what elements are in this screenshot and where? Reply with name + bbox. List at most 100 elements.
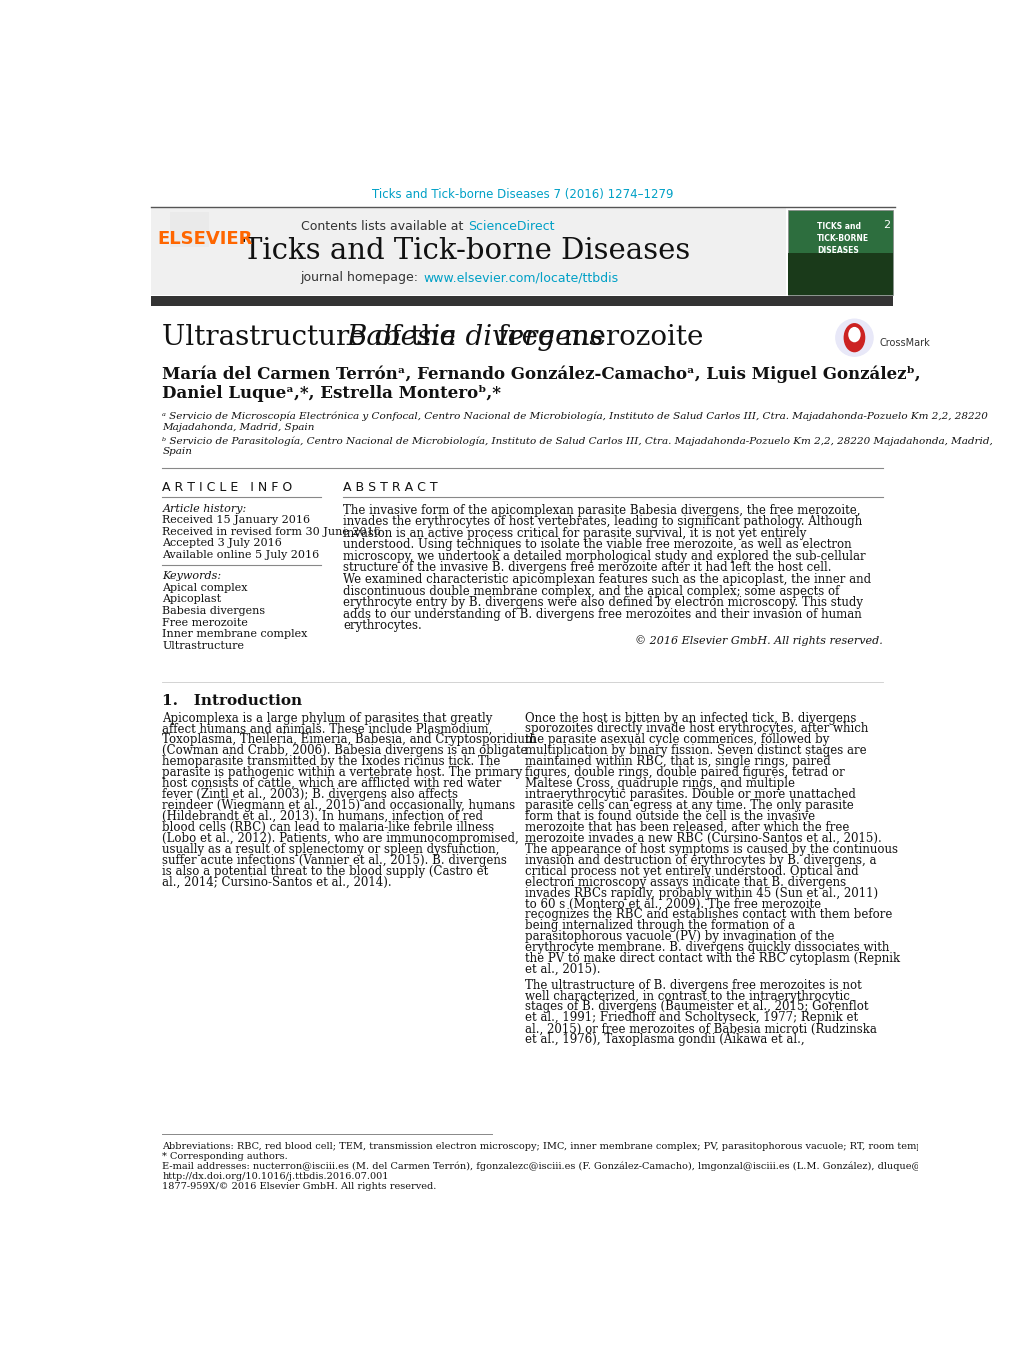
- Text: figures, double rings, double paired figures, tetrad or: figures, double rings, double paired fig…: [525, 766, 844, 780]
- Text: the PV to make direct contact with the RBC cytoplasm (Repnik: the PV to make direct contact with the R…: [525, 952, 900, 965]
- Text: www.elsevier.com/locate/ttbdis: www.elsevier.com/locate/ttbdis: [423, 272, 619, 284]
- Text: ᵃ Servicio de Microscopía Electrónica y Confocal, Centro Nacional de Microbiolog: ᵃ Servicio de Microscopía Electrónica y …: [162, 412, 987, 422]
- Text: The invasive form of the apicomplexan parasite Babesia divergens, the free meroz: The invasive form of the apicomplexan pa…: [342, 504, 860, 516]
- Text: Abbreviations: RBC, red blood cell; TEM, transmission electron microscopy; IMC, : Abbreviations: RBC, red blood cell; TEM,…: [162, 1142, 1019, 1151]
- Text: reindeer (Wiegmann et al., 2015) and occasionally, humans: reindeer (Wiegmann et al., 2015) and occ…: [162, 798, 515, 812]
- Text: merozoite that has been released, after which the free: merozoite that has been released, after …: [525, 821, 849, 834]
- Text: 2: 2: [882, 220, 890, 230]
- Text: invades RBCs rapidly, probably within 45 (Sun et al., 2011): invades RBCs rapidly, probably within 45…: [525, 886, 877, 900]
- Text: erythrocytes.: erythrocytes.: [342, 619, 421, 632]
- Text: Babesia divergens: Babesia divergens: [162, 607, 265, 616]
- Text: Article history:: Article history:: [162, 504, 247, 513]
- Text: journal homepage:: journal homepage:: [300, 272, 422, 284]
- Text: usually as a result of splenectomy or spleen dysfunction,: usually as a result of splenectomy or sp…: [162, 843, 499, 855]
- Text: Contents lists available at: Contents lists available at: [301, 219, 467, 232]
- Text: Free merozoite: Free merozoite: [162, 617, 248, 628]
- Text: adds to our understanding of B. divergens free merozoites and their invasion of : adds to our understanding of B. divergen…: [342, 608, 861, 620]
- Text: the parasite asexual cycle commences, followed by: the parasite asexual cycle commences, fo…: [525, 734, 828, 747]
- Text: http://dx.doi.org/10.1016/j.ttbdis.2016.07.001: http://dx.doi.org/10.1016/j.ttbdis.2016.…: [162, 1171, 388, 1181]
- Text: 1877-959X/© 2016 Elsevier GmbH. All rights reserved.: 1877-959X/© 2016 Elsevier GmbH. All righ…: [162, 1182, 436, 1190]
- Text: et al., 2015).: et al., 2015).: [525, 963, 600, 975]
- Text: © 2016 Elsevier GmbH. All rights reserved.: © 2016 Elsevier GmbH. All rights reserve…: [635, 635, 882, 646]
- Text: The ultrastructure of B. divergens free merozoites is not: The ultrastructure of B. divergens free …: [525, 978, 861, 992]
- Text: Keywords:: Keywords:: [162, 571, 221, 581]
- Circle shape: [835, 319, 872, 357]
- Text: intraerythrocytic parasites. Double or more unattached: intraerythrocytic parasites. Double or m…: [525, 788, 855, 801]
- Text: well characterized, in contrast to the intraerythrocytic: well characterized, in contrast to the i…: [525, 989, 849, 1002]
- Text: CrossMark: CrossMark: [878, 338, 929, 349]
- Text: parasite cells can egress at any time. The only parasite: parasite cells can egress at any time. T…: [525, 798, 853, 812]
- Text: form that is found outside the cell is the invasive: form that is found outside the cell is t…: [525, 811, 814, 823]
- Text: Once the host is bitten by an infected tick, B. divergens: Once the host is bitten by an infected t…: [525, 712, 856, 724]
- Text: Inner membrane complex: Inner membrane complex: [162, 630, 308, 639]
- Text: We examined characteristic apicomplexan features such as the apicoplast, the inn: We examined characteristic apicomplexan …: [342, 573, 870, 586]
- Text: Daniel Luqueᵃ,*, Estrella Monteroᵇ,*: Daniel Luqueᵃ,*, Estrella Monteroᵇ,*: [162, 385, 501, 403]
- Text: María del Carmen Terrónᵃ, Fernando González-Camachoᵃ, Luis Miguel Gonzálezᵇ,: María del Carmen Terrónᵃ, Fernando Gonzá…: [162, 365, 920, 382]
- Text: Spain: Spain: [162, 447, 192, 457]
- Text: to 60 s (Montero et al., 2009). The free merozoite: to 60 s (Montero et al., 2009). The free…: [525, 897, 820, 911]
- Text: A B S T R A C T: A B S T R A C T: [342, 481, 437, 493]
- Text: host consists of cattle, which are afflicted with red water: host consists of cattle, which are affli…: [162, 777, 501, 790]
- Text: (Hildebrandt et al., 2013). In humans, infection of red: (Hildebrandt et al., 2013). In humans, i…: [162, 811, 483, 823]
- Text: Apicoplast: Apicoplast: [162, 594, 221, 604]
- Text: (Lobo et al., 2012). Patients, who are immunocompromised,: (Lobo et al., 2012). Patients, who are i…: [162, 832, 519, 844]
- Text: stages of B. divergens (Baumeister et al., 2015; Gorenflot: stages of B. divergens (Baumeister et al…: [525, 1001, 868, 1013]
- Text: Majadahonda, Madrid, Spain: Majadahonda, Madrid, Spain: [162, 423, 315, 431]
- Text: Received 15 January 2016: Received 15 January 2016: [162, 515, 310, 526]
- Text: et al., 1976), Taxoplasma gondii (Aikawa et al.,: et al., 1976), Taxoplasma gondii (Aikawa…: [525, 1034, 804, 1046]
- Text: ᵇ Servicio de Parasitología, Centro Nacional de Microbiología, Instituto de Salu: ᵇ Servicio de Parasitología, Centro Naci…: [162, 436, 993, 446]
- Text: erythrocyte entry by B. divergens were also defined by electron microscopy. This: erythrocyte entry by B. divergens were a…: [342, 596, 862, 609]
- Text: free merozoite: free merozoite: [488, 324, 702, 351]
- Text: erythrocyte membrane. B. divergens quickly dissociates with: erythrocyte membrane. B. divergens quick…: [525, 942, 889, 954]
- Text: Ticks and Tick-borne Diseases: Ticks and Tick-borne Diseases: [244, 238, 690, 265]
- Text: Accepted 3 July 2016: Accepted 3 July 2016: [162, 538, 282, 549]
- Text: is also a potential threat to the blood supply (Castro et: is also a potential threat to the blood …: [162, 865, 488, 878]
- Text: ScienceDirect: ScienceDirect: [468, 219, 554, 232]
- Text: Received in revised form 30 June 2016: Received in revised form 30 June 2016: [162, 527, 381, 536]
- Text: invasion is an active process critical for parasite survival, it is not yet enti: invasion is an active process critical f…: [342, 527, 806, 540]
- Text: recognizes the RBC and establishes contact with them before: recognizes the RBC and establishes conta…: [525, 908, 892, 921]
- Text: parasitophorous vacuole (PV) by invagination of the: parasitophorous vacuole (PV) by invagina…: [525, 931, 834, 943]
- Text: multiplication by binary fission. Seven distinct stages are: multiplication by binary fission. Seven …: [525, 744, 866, 758]
- Text: hemoparasite transmitted by the Ixodes ricinus tick. The: hemoparasite transmitted by the Ixodes r…: [162, 755, 500, 769]
- Text: microscopy, we undertook a detailed morphological study and explored the sub-cel: microscopy, we undertook a detailed morp…: [342, 550, 865, 563]
- Text: maintained within RBC, that is, single rings, paired: maintained within RBC, that is, single r…: [525, 755, 830, 769]
- Text: Babesia divergens: Babesia divergens: [346, 324, 603, 351]
- Text: A R T I C L E   I N F O: A R T I C L E I N F O: [162, 481, 292, 493]
- Text: 1.   Introduction: 1. Introduction: [162, 694, 303, 708]
- Text: TICKS and
TICK-BORNE
DISEASES: TICKS and TICK-BORNE DISEASES: [816, 222, 868, 255]
- Text: Ticks and Tick-borne Diseases 7 (2016) 1274–1279: Ticks and Tick-borne Diseases 7 (2016) 1…: [372, 188, 673, 201]
- Text: structure of the invasive B. divergens free merozoite after it had left the host: structure of the invasive B. divergens f…: [342, 562, 830, 574]
- Ellipse shape: [843, 323, 864, 353]
- Text: et al., 1991; Friedhoff and Scholtyseck, 1977; Repnik et: et al., 1991; Friedhoff and Scholtyseck,…: [525, 1012, 857, 1024]
- Bar: [151, 296, 893, 307]
- Text: understood. Using techniques to isolate the viable free merozoite, as well as el: understood. Using techniques to isolate …: [342, 538, 851, 551]
- Text: blood cells (RBC) can lead to malaria-like febrile illness: blood cells (RBC) can lead to malaria-li…: [162, 821, 494, 834]
- Text: parasite is pathogenic within a vertebrate host. The primary: parasite is pathogenic within a vertebra…: [162, 766, 522, 780]
- Text: Maltese Cross, quadruple rings, and multiple: Maltese Cross, quadruple rings, and mult…: [525, 777, 794, 790]
- Text: affect humans and animals. These include Plasmodium,: affect humans and animals. These include…: [162, 723, 492, 735]
- Text: Available online 5 July 2016: Available online 5 July 2016: [162, 550, 319, 559]
- Text: Toxoplasma, Theileria, Eimeria, Babesia, and Cryptosporidium: Toxoplasma, Theileria, Eimeria, Babesia,…: [162, 734, 536, 747]
- Text: (Cowman and Crabb, 2006). Babesia divergens is an obligate: (Cowman and Crabb, 2006). Babesia diverg…: [162, 744, 528, 758]
- Text: merozoite invades a new RBC (Cursino-Santos et al., 2015).: merozoite invades a new RBC (Cursino-San…: [525, 832, 881, 844]
- Text: electron microscopy assays indicate that B. divergens: electron microscopy assays indicate that…: [525, 875, 846, 889]
- Text: suffer acute infections (Vannier et al., 2015). B. divergens: suffer acute infections (Vannier et al.,…: [162, 854, 506, 867]
- Text: al., 2015) or free merozoites of Babesia microti (Rudzinska: al., 2015) or free merozoites of Babesia…: [525, 1023, 876, 1035]
- Bar: [787, 209, 893, 295]
- Text: The appearance of host symptoms is caused by the continuous: The appearance of host symptoms is cause…: [525, 843, 897, 855]
- Text: Apicomplexa is a large phylum of parasites that greatly: Apicomplexa is a large phylum of parasit…: [162, 712, 492, 724]
- Text: Apical complex: Apical complex: [162, 582, 248, 593]
- Bar: [170, 212, 209, 247]
- Bar: [787, 253, 893, 295]
- Text: Ultrastructure of the: Ultrastructure of the: [162, 324, 465, 351]
- Text: * Corresponding authors.: * Corresponding authors.: [162, 1151, 287, 1161]
- Text: ELSEVIER: ELSEVIER: [157, 230, 253, 249]
- Text: E-mail addresses: nucterron@isciii.es (M. del Carmen Terrón), fgonzalezc@isciii.: E-mail addresses: nucterron@isciii.es (M…: [162, 1162, 1019, 1171]
- Text: being internalized through the formation of a: being internalized through the formation…: [525, 919, 794, 932]
- Text: al., 2014; Cursino-Santos et al., 2014).: al., 2014; Cursino-Santos et al., 2014).: [162, 875, 391, 889]
- Bar: [151, 208, 786, 295]
- Text: fever (Zintl et al., 2003); B. divergens also affects: fever (Zintl et al., 2003); B. divergens…: [162, 788, 458, 801]
- Ellipse shape: [848, 327, 860, 342]
- Text: invades the erythrocytes of host vertebrates, leading to significant pathology. : invades the erythrocytes of host vertebr…: [342, 515, 861, 528]
